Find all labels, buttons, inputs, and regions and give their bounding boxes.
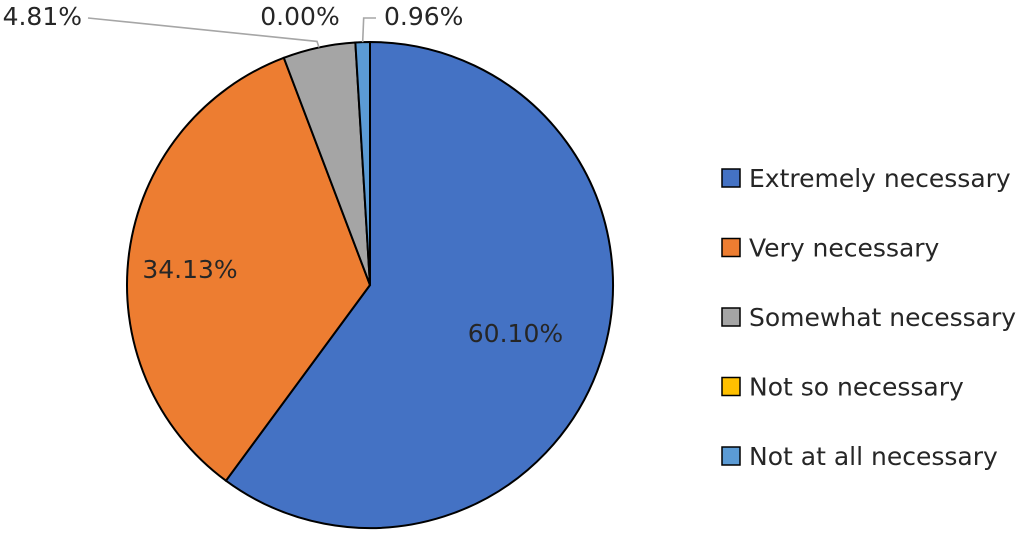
legend: Extremely necessary Very necessary Somewha… [721, 164, 1016, 471]
legend-swatch-extremely-necessary [721, 168, 741, 188]
pie-slice-extremely-necessary [224, 40, 614, 529]
data-label-not-at-all-necessary: 0.96% [384, 2, 463, 31]
leader-lines [87, 17, 376, 48]
legend-label-very-necessary: Very necessary [749, 234, 940, 263]
legend-label-somewhat-necessary: Somewhat necessary [749, 303, 1016, 332]
data-label-extremely-necessary: 60.10% [468, 319, 563, 348]
legend-swatch-somewhat-necessary [721, 307, 741, 327]
leader-line-somewhat-necessary [87, 17, 320, 48]
data-label-not-so-necessary: 0.00% [260, 2, 339, 31]
legend-swatch-not-so-necessary [721, 376, 741, 397]
data-labels: 60.10% 34.13% 4.81% 0.00% 0.96% [3, 2, 564, 348]
legend-label-not-at-all-necessary: Not at all necessary [749, 442, 998, 471]
pie-slice-very-necessary [126, 56, 372, 483]
legend-label-not-so-necessary: Not so necessary [749, 373, 964, 402]
data-label-somewhat-necessary: 4.81% [3, 2, 82, 31]
data-label-very-necessary: 34.13% [142, 255, 237, 284]
leader-line-not-at-all-necessary [361, 17, 376, 43]
pie-slices [126, 40, 614, 529]
legend-swatch-not-at-all-necessary [721, 446, 741, 466]
legend-swatch-very-necessary [721, 237, 741, 258]
legend-label-extremely-necessary: Extremely necessary [749, 164, 1011, 193]
